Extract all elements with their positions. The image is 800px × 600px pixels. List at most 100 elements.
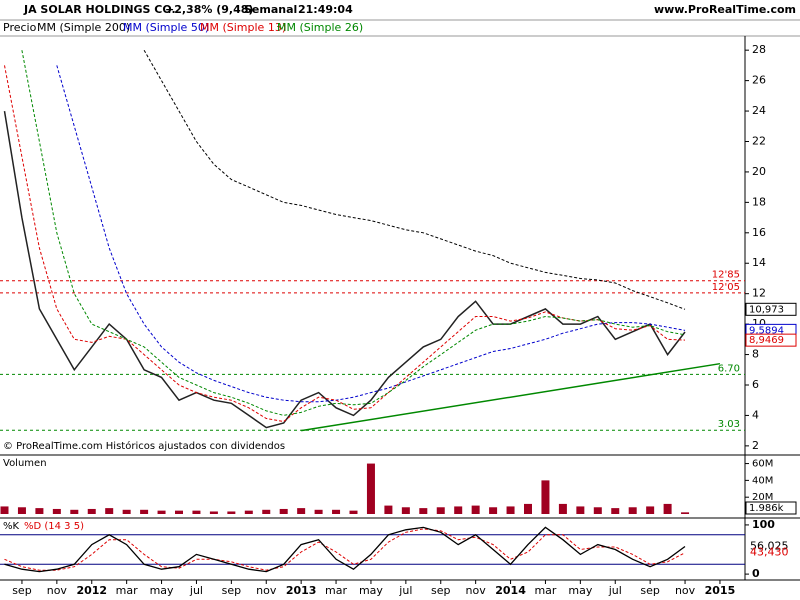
site: www.ProRealTime.com: [654, 3, 796, 16]
note: © ProRealTime.com Históricos ajustados c…: [3, 440, 285, 452]
x-tick-label: nov: [256, 584, 277, 597]
x-tick-label: sep: [431, 584, 450, 597]
x-tick-label: sep: [12, 584, 31, 597]
level-label: 3.03: [718, 419, 740, 430]
y-tick-label: 2: [752, 439, 759, 452]
volume-bar: [366, 463, 375, 514]
volume-bar: [0, 506, 9, 514]
volume-bar: [35, 508, 44, 514]
y-tick-label: 6: [752, 378, 759, 391]
x-tick-label: nov: [466, 584, 487, 597]
volume-bar: [524, 503, 532, 514]
volume-bar: [209, 511, 218, 514]
moving-average: [143, 49, 686, 310]
chart-title: JA SOLAR HOLDINGS CO.: [23, 3, 176, 16]
legend-entry: Precio: [3, 21, 37, 34]
volume-bar: [663, 503, 672, 514]
x-tick-label: may: [359, 584, 383, 597]
x-tick-label: 2015: [705, 584, 736, 597]
price-line: [3, 110, 686, 429]
x-tick-label: 2013: [286, 584, 317, 597]
x-tick-label: 2014: [495, 584, 526, 597]
volume-bar: [105, 508, 114, 514]
volume-bar: [175, 510, 183, 514]
volume-bar: [87, 508, 96, 514]
stochastic-d: [4, 528, 686, 571]
y-tick-label: 26: [752, 74, 766, 87]
y-tick-label: 16: [752, 226, 766, 239]
change: +2,38% (9,48): [165, 3, 253, 16]
volume-bar: [332, 509, 341, 514]
x-tick-label: nov: [675, 584, 696, 597]
volume-bar: [17, 507, 26, 514]
last-value-label: 9,5894: [749, 325, 784, 336]
panel-label: %D (14 3 5): [24, 521, 84, 532]
volume-bar: [681, 512, 690, 514]
last-value-box: [745, 302, 797, 316]
y-tick-label: 12: [752, 287, 766, 300]
volume-bar: [611, 508, 620, 514]
volume-bar: [506, 506, 515, 514]
last-value-label: 1.986k: [749, 503, 784, 514]
last-value-box: [745, 333, 797, 347]
moving-average: [21, 50, 686, 416]
volume-bar: [349, 510, 358, 514]
moving-average: [4, 65, 686, 423]
last-value-box: [745, 501, 797, 515]
volume-bar: [646, 506, 655, 514]
volume-bar: [541, 480, 550, 514]
volume-bar: [157, 510, 166, 514]
legend-entry: MM (Simple 50): [123, 21, 209, 34]
y-tick-label: 60M: [752, 459, 773, 470]
x-tick-label: sep: [640, 584, 659, 597]
level-label: 6.70: [718, 363, 740, 374]
x-tick-label: mar: [534, 584, 556, 597]
volume-bar: [628, 507, 637, 514]
volume-bar: [122, 509, 131, 514]
volume-bar: [227, 511, 236, 514]
x-tick-label: jul: [608, 584, 622, 597]
volume-bar: [52, 508, 61, 514]
volume-bar: [297, 508, 306, 514]
volume-bar: [192, 510, 201, 514]
volume-bar: [436, 507, 445, 514]
volume-bar: [314, 509, 323, 514]
volume-bar: [140, 509, 149, 514]
y-tick-label: 28: [752, 43, 766, 56]
x-tick-label: mar: [116, 584, 138, 597]
legend-entry: MM (Simple 200): [37, 21, 130, 34]
volume-bar: [262, 509, 271, 514]
y-tick-label: 40M: [752, 475, 773, 486]
y-tick-label: 14: [752, 256, 766, 269]
y-tick-label: 4: [752, 408, 759, 421]
level-label: 12'05: [712, 282, 740, 293]
period: Semanal: [244, 3, 297, 16]
y-tick-label: 22: [752, 134, 766, 147]
x-tick-label: nov: [47, 584, 68, 597]
stochastic-k: [4, 526, 686, 573]
y-tick-label: 20M: [752, 492, 773, 503]
time: 21:49:04: [298, 3, 353, 16]
volume-bar: [384, 505, 393, 514]
last-value-label: 8,9469: [749, 335, 784, 346]
legend-entry: MM (Simple 26): [277, 21, 363, 34]
volume-bar: [454, 506, 463, 514]
y-tick-label: 20: [752, 165, 766, 178]
y-tick-label: 18: [752, 195, 766, 208]
trendline: [301, 362, 721, 432]
volume-bar: [489, 507, 498, 514]
panel-label: Volumen: [3, 458, 47, 469]
volume-bar: [244, 510, 253, 514]
level-label: 12'85: [712, 270, 740, 281]
volume-bar: [471, 505, 480, 514]
volume-bar: [70, 509, 79, 514]
x-tick-label: may: [150, 584, 174, 597]
last-value-label: 10,973: [749, 304, 784, 315]
last-value-label: 43,430: [750, 546, 789, 559]
volume-bar: [593, 507, 602, 514]
volume-bar: [279, 508, 288, 514]
last-value-label: 56,025: [750, 540, 789, 553]
volume-bar: [401, 507, 410, 514]
